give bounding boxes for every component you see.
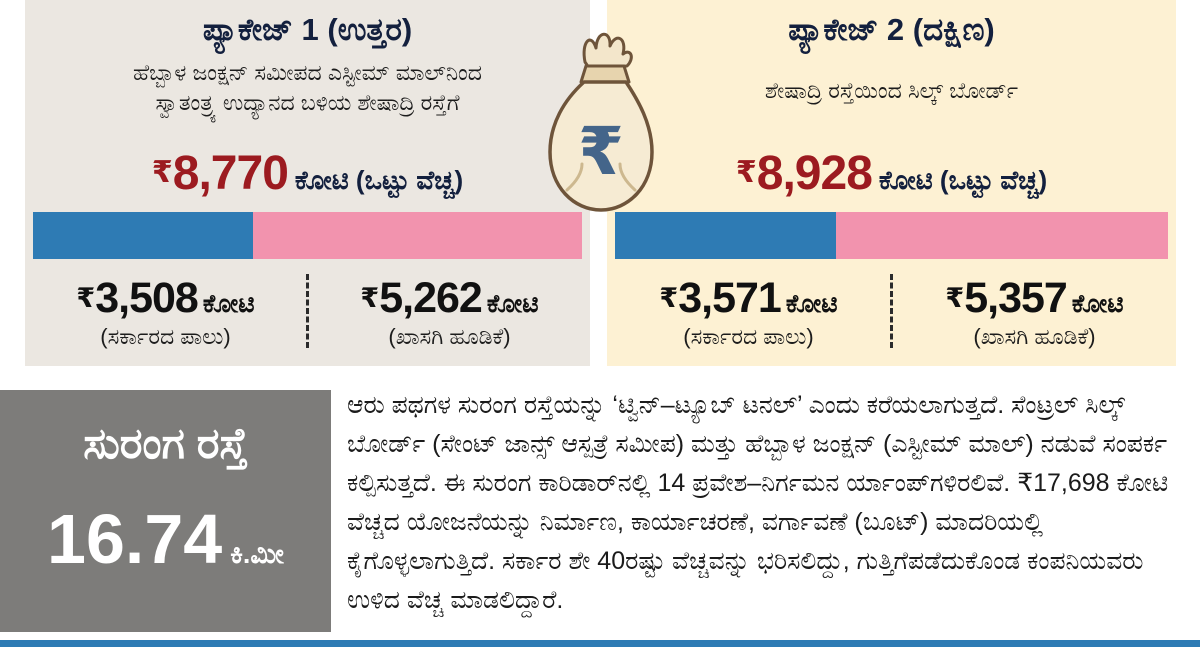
- package-1-government-label: (ಸರ್ಕಾರದ ಪಾಲು): [100, 324, 231, 349]
- package-1-government-share: ₹3,508 ಕೋಟಿ (ಸರ್ಕಾರದ ಪಾಲು): [25, 266, 306, 350]
- dashed-divider: [306, 274, 309, 348]
- crore-unit: ಕೋಟಿ: [1071, 290, 1124, 318]
- package-1-private-share: ₹5,262 ಕೋಟಿ (ಖಾಸಗಿ ಹೂಡಿಕೆ): [309, 266, 590, 350]
- tunnel-description: ಆರು ಪಥಗಳ ಸುರಂಗ ರಸ್ತೆಯನ್ನು ‘ಟ್ವಿನ್–ಟ್ಯೂಬ್…: [347, 391, 1169, 614]
- dashed-divider: [890, 274, 893, 348]
- money-bag-icon: ₹: [539, 24, 663, 222]
- package-2-panel: ಪ್ಯಾಕೇಜ್ 2 (ದಕ್ಷಿಣ) ಶೇಷಾದ್ರಿ ರಸ್ತೆಯಿಂದ ಸ…: [607, 0, 1176, 366]
- package-1-subtitle-line-1: ಹೆಬ್ಬಾಳ ಜಂಕ್ಷನ್ ಸಮೀಪದ ಎಸ್ಟೀಮ್ ಮಾಲ್‌ನಿಂದ: [132, 60, 483, 85]
- rupee-sign: ₹: [735, 156, 757, 189]
- package-1-title: ಪ್ಯಾಕೇಜ್ 1 (ಉತ್ತರ): [202, 12, 413, 47]
- rupee-sign: ₹: [945, 283, 965, 313]
- tunnel-length-value: 16.74: [47, 500, 223, 578]
- package-1-total-suffix: ಕೋಟಿ (ಒಟ್ಟು ವೆಚ್ಚ): [294, 165, 464, 195]
- package-1-breakdown: ₹3,508 ಕೋಟಿ (ಸರ್ಕಾರದ ಪಾಲು) ₹5,262 ಕೋಟಿ (ಖಾ…: [25, 266, 590, 350]
- rupee-symbol-icon: ₹: [578, 113, 624, 190]
- package-1-total-amount: 8,770: [172, 147, 289, 200]
- package-2-government-share-segment: [615, 212, 837, 259]
- package-2-title: ಪ್ಯಾಕೇಜ್ 2 (ದಕ್ಷಿಣ): [788, 12, 995, 47]
- package-2-private-amount: 5,357: [964, 274, 1068, 322]
- rupee-sign: ₹: [360, 283, 380, 313]
- package-2-government-label: (ಸರ್ಕಾರದ ಪಾಲು): [683, 324, 814, 349]
- rupee-sign: ₹: [659, 283, 679, 313]
- package-2-private-amount-line: ₹5,357 ಕೋಟಿ: [893, 274, 1176, 323]
- package-2-government-amount: 3,571: [678, 274, 782, 322]
- package-2-private-share-segment: [836, 212, 1168, 259]
- package-1-private-share-segment: [252, 212, 582, 259]
- package-2-breakdown: ₹3,571 ಕೋಟಿ (ಸರ್ಕಾರದ ಪಾಲು) ₹5,357 ಕೋಟಿ (ಖಾ…: [607, 266, 1176, 350]
- package-2-total-suffix: ಕೋಟಿ (ಒಟ್ಟು ವೆಚ್ಚ): [878, 165, 1048, 195]
- package-2-private-share: ₹5,357 ಕೋಟಿ (ಖಾಸಗಿ ಹೂಡಿಕೆ): [893, 266, 1176, 350]
- package-2-government-amount-line: ₹3,571 ಕೋಟಿ: [607, 274, 890, 323]
- package-2-government-share: ₹3,571 ಕೋಟಿ (ಸರ್ಕಾರದ ಪಾಲು): [607, 266, 890, 350]
- package-2-total-amount: 8,928: [756, 147, 873, 200]
- crore-unit: ಕೋಟಿ: [202, 290, 255, 318]
- tunnel-road-title: ಸುರಂಗ ರಸ್ತೆ: [83, 420, 248, 468]
- tunnel-length-unit: ಕಿ.ಮೀ: [230, 539, 284, 569]
- package-1-cost-split-bar: [33, 212, 582, 259]
- package-1-private-amount-line: ₹5,262 ಕೋಟಿ: [309, 274, 590, 323]
- crore-unit: ಕೋಟಿ: [486, 290, 539, 318]
- package-1-government-amount-line: ₹3,508 ಕೋಟಿ: [25, 274, 306, 323]
- package-1-government-amount: 3,508: [95, 274, 199, 322]
- package-1-private-label: (ಖಾಸಗಿ ಹೂಡಿಕೆ): [388, 324, 511, 349]
- package-1-subtitle: ಹೆಬ್ಬಾಳ ಜಂಕ್ಷನ್ ಸಮೀಪದ ಎಸ್ಟೀಮ್ ಮಾಲ್‌ನಿಂದ …: [37, 58, 578, 119]
- rupee-sign: ₹: [76, 283, 96, 313]
- package-2-total-cost: ₹8,928 ಕೋಟಿ (ಒಟ್ಟು ವೆಚ್ಚ): [607, 146, 1176, 201]
- tunnel-length: 16.74 ಕಿ.ಮೀ: [0, 499, 331, 579]
- package-1-total-cost: ₹8,770 ಕೋಟಿ (ಒಟ್ಟು ವೆಚ್ಚ): [25, 146, 590, 201]
- tunnel-summary-box: ಸುರಂಗ ರಸ್ತೆ 16.74 ಕಿ.ಮೀ: [0, 390, 331, 632]
- bottom-rule: [0, 640, 1200, 647]
- package-1-subtitle-line-2: ಸ್ವಾತಂತ್ರ್ಯ ಉದ್ಯಾನದ ಬಳಿಯ ಶೇಷಾದ್ರಿ ರಸ್ತೆಗ…: [155, 90, 460, 116]
- package-2-subtitle: ಶೇಷಾದ್ರಿ ರಸ್ತೆಯಿಂದ ಸಿಲ್ಕ್ ಬೋರ್ಡ್: [619, 76, 1164, 106]
- package-2-private-label: (ಖಾಸಗಿ ಹೂಡಿಕೆ): [973, 324, 1096, 349]
- package-1-panel: ಪ್ಯಾಕೇಜ್ 1 (ಉತ್ತರ) ಹೆಬ್ಬಾಳ ಜಂಕ್ಷನ್ ಸಮೀಪದ…: [25, 0, 590, 366]
- package-2-cost-split-bar: [615, 212, 1168, 259]
- package-2-subtitle-line-1: ಶೇಷಾದ್ರಿ ರಸ್ತೆಯಿಂದ ಸಿಲ್ಕ್ ಬೋರ್ಡ್: [764, 78, 1019, 103]
- rupee-sign: ₹: [151, 156, 173, 189]
- package-1-government-share-segment: [33, 212, 253, 259]
- crore-unit: ಕೋಟಿ: [785, 290, 838, 318]
- package-1-private-amount: 5,262: [379, 274, 483, 322]
